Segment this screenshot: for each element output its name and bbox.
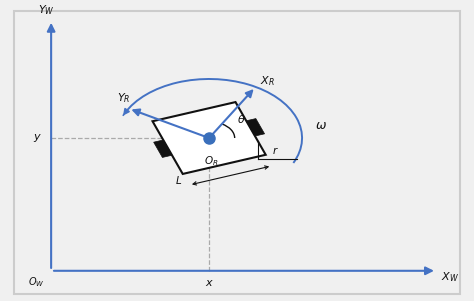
Text: $O_W$: $O_W$ <box>27 275 44 289</box>
Text: $x$: $x$ <box>205 278 214 287</box>
Text: $\theta$: $\theta$ <box>237 113 246 125</box>
Text: $X_R$: $X_R$ <box>260 74 274 88</box>
Text: $\omega$: $\omega$ <box>315 119 327 132</box>
Text: $Y_W$: $Y_W$ <box>38 3 55 17</box>
Text: $X_W$: $X_W$ <box>441 270 459 284</box>
Text: $Y_R$: $Y_R$ <box>117 91 131 105</box>
Text: $O_R$: $O_R$ <box>204 154 219 168</box>
FancyBboxPatch shape <box>14 11 460 294</box>
Polygon shape <box>153 102 266 174</box>
Polygon shape <box>246 119 264 136</box>
Text: $L$: $L$ <box>175 174 182 185</box>
Polygon shape <box>154 140 172 157</box>
Text: $y$: $y$ <box>33 132 42 144</box>
Text: $r$: $r$ <box>273 145 279 156</box>
